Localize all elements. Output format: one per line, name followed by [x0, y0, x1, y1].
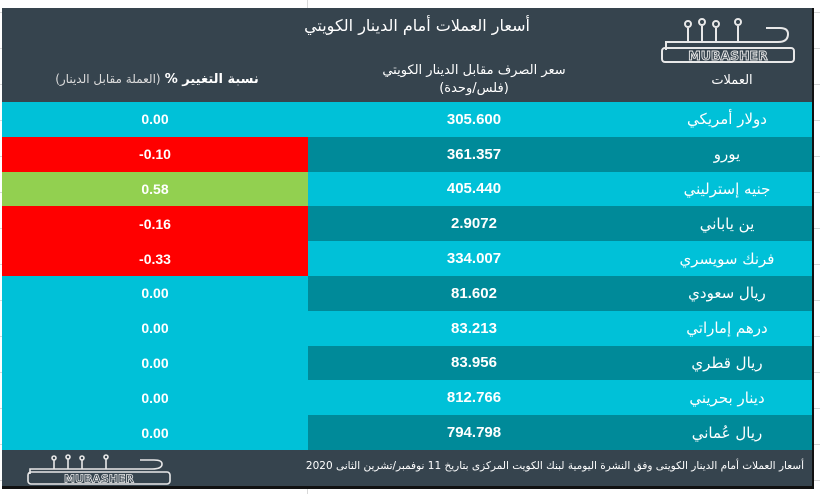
currency-name: ريال قطري [691, 353, 763, 372]
currency-cell: ريال قطري [640, 345, 812, 381]
price-cell: 334.007 [308, 241, 640, 276]
page-title: أسعار العملات أمام الدينار الكويتي [304, 16, 530, 35]
table-row: 0.00 83.213 درهم إماراتي [2, 310, 812, 346]
column-header-change: نسبة التغيير % (العملة مقابل الدينار) [22, 70, 292, 89]
price-header-line1: سعر الصرف مقابل الدينار الكويتي [382, 63, 566, 78]
table-row: -0.10 361.357 يورو [2, 136, 812, 172]
table-row: 0.00 81.602 ريال سعودي [2, 275, 812, 311]
price-cell: 81.602 [308, 275, 640, 311]
table-row: 0.00 794.798 ريال عُماني [2, 415, 812, 450]
currency-name: جنيه إسترليني [683, 179, 771, 198]
table-row: 0.00 305.600 دولار أمريكي [2, 102, 812, 137]
currency-cell: فرنك سويسري [640, 241, 812, 276]
source-note: أسعار العملات أمام الدينار الكويتى وفق ا… [305, 460, 804, 472]
price-cell: 361.357 [308, 136, 640, 172]
table-row: 0.00 83.956 ريال قطري [2, 345, 812, 381]
column-header-price: سعر الصرف مقابل الدينار الكويتي (فلس/وحد… [308, 62, 640, 98]
price-cell: 794.798 [308, 415, 640, 450]
currency-cell: درهم إماراتي [640, 310, 812, 346]
currency-cell: ريال سعودي [640, 275, 812, 311]
currency-name: فرنك سويسري [679, 249, 775, 268]
change-cell: 0.00 [2, 380, 308, 416]
table-footer: أسعار العملات أمام الدينار الكويتى وفق ا… [2, 450, 812, 486]
table-row: 0.58 405.440 جنيه إسترليني [2, 171, 812, 207]
currency-cell: جنيه إسترليني [640, 171, 812, 207]
change-cell: -0.33 [2, 241, 308, 276]
price-cell: 405.440 [308, 171, 640, 207]
change-cell: 0.00 [2, 310, 308, 346]
price-cell: 812.766 [308, 380, 640, 416]
currency-cell: دينار بحريني [640, 380, 812, 416]
currency-name: دينار بحريني [689, 388, 765, 407]
currency-name: ريال سعودي [688, 284, 766, 303]
table-row: -0.16 2.9072 ين ياباني [2, 206, 812, 242]
price-cell: 2.9072 [308, 206, 640, 242]
mubasher-footer-logo-icon: MUBASHER [27, 454, 171, 486]
svg-text:MUBASHER: MUBASHER [64, 473, 134, 486]
currency-name: ين ياباني [699, 214, 755, 233]
currency-name: يورو [713, 145, 741, 164]
currency-cell: دولار أمريكي [640, 102, 812, 137]
change-cell: -0.16 [2, 206, 308, 242]
change-cell: 0.00 [2, 415, 308, 450]
price-header-line2: (فلس/وحدة) [439, 81, 509, 96]
currency-cell: ريال عُماني [640, 415, 812, 450]
table-body: 0.00 305.600 دولار أمريكي -0.10 361.357 يورو 0… [2, 102, 812, 450]
currency-name: دولار أمريكي [687, 110, 767, 129]
column-header-currency: العملات [711, 73, 753, 88]
price-cell: 305.600 [308, 102, 640, 137]
table-row: 0.00 812.766 دينار بحريني [2, 380, 812, 416]
price-cell: 83.213 [308, 310, 640, 346]
currency-cell: يورو [640, 136, 812, 172]
svg-text:MUBASHER: MUBASHER [688, 48, 768, 63]
currency-table-panel: أسعار العملات أمام الدينار الكويتي MUBAS… [2, 8, 814, 489]
currency-name: ريال عُماني [691, 423, 763, 442]
change-cell: 0.58 [2, 171, 308, 207]
change-cell: 0.00 [2, 275, 308, 311]
mubasher-logo-icon: MUBASHER [661, 18, 795, 63]
change-cell: 0.00 [2, 102, 308, 137]
table-header: أسعار العملات أمام الدينار الكويتي MUBAS… [2, 8, 812, 102]
price-cell: 83.956 [308, 345, 640, 381]
currency-cell: ين ياباني [640, 206, 812, 242]
currency-name: درهم إماراتي [686, 319, 768, 338]
table-row: -0.33 334.007 فرنك سويسري [2, 241, 812, 276]
change-header-sub: (العملة مقابل الدينار) [55, 72, 161, 86]
change-cell: 0.00 [2, 345, 308, 381]
change-header-label: نسبة التغيير % [164, 72, 259, 87]
change-cell: -0.10 [2, 136, 308, 172]
